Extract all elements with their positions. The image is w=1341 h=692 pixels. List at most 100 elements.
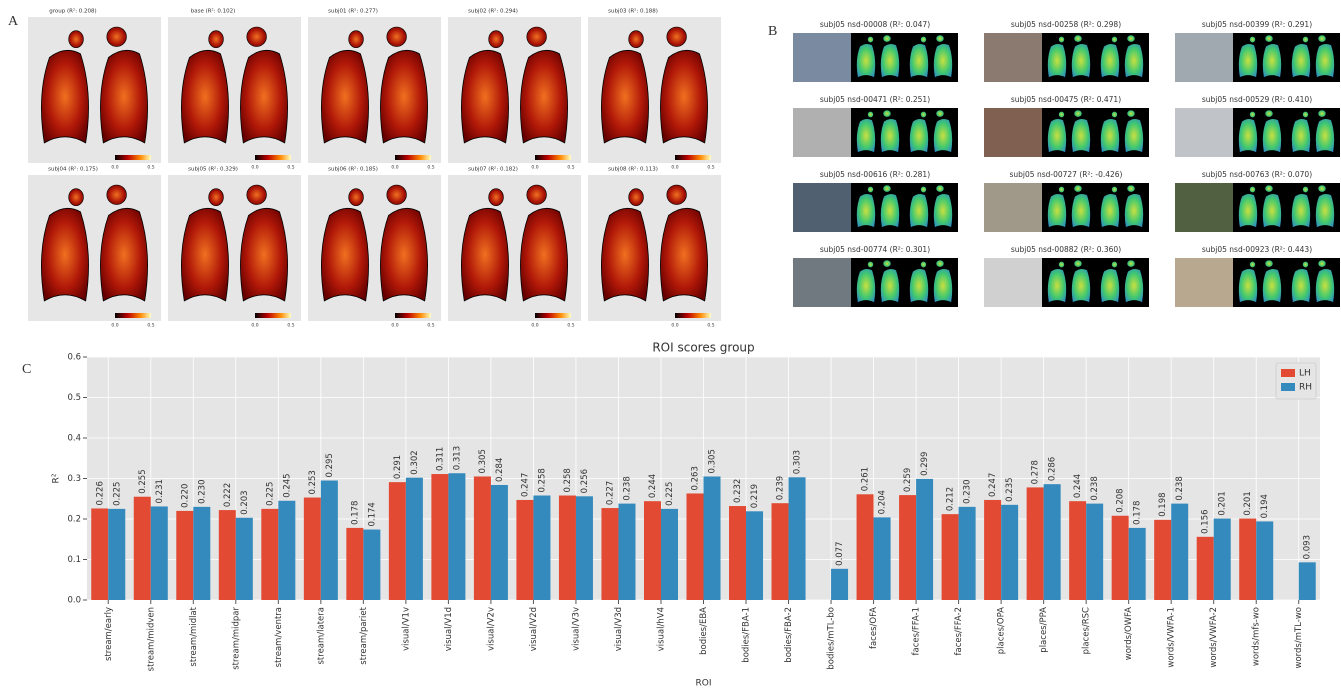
value-label: 0.093	[1303, 535, 1313, 559]
patch	[629, 31, 644, 48]
colorbar	[115, 155, 151, 160]
bar	[363, 530, 380, 600]
value-label: 0.291	[393, 455, 403, 479]
patch	[1250, 261, 1256, 267]
x-tick-label: stream/midpar	[231, 607, 241, 670]
hemisphere	[461, 50, 508, 143]
value-label: 0.247	[988, 473, 998, 497]
value-label: 0.178	[1133, 501, 1143, 525]
hemisphere	[909, 194, 928, 228]
value-label: 0.284	[495, 458, 505, 482]
bar	[304, 498, 321, 600]
bar	[601, 508, 618, 600]
value-label: 0.156	[1201, 509, 1211, 533]
patch	[921, 261, 927, 267]
panel-label: C	[22, 362, 31, 377]
colorbar	[675, 313, 711, 318]
patch	[527, 185, 547, 205]
value-label: 0.303	[793, 450, 803, 474]
image-title: subj05 nsd-00763 (R²: 0.070)	[1202, 170, 1312, 179]
hemisphere	[1047, 194, 1066, 228]
patch	[1112, 111, 1118, 117]
stimulus-image	[1175, 183, 1233, 232]
value-label: 0.244	[648, 474, 658, 498]
hemisphere	[856, 44, 875, 78]
bar	[533, 496, 550, 600]
hemisphere	[1124, 119, 1143, 153]
value-label: 0.174	[367, 502, 377, 526]
x-tick-label: visual/V3v	[571, 607, 581, 651]
hemisphere	[1315, 44, 1334, 78]
value-label: 0.238	[1175, 476, 1185, 500]
x-tick-label: stream/early	[104, 607, 114, 661]
hemisphere	[660, 50, 707, 143]
image-title: subj05 nsd-00923 (R²: 0.443)	[1202, 245, 1312, 254]
patch	[1074, 35, 1082, 42]
hemisphere	[380, 50, 427, 143]
value-label: 0.201	[1218, 491, 1228, 515]
patch	[936, 35, 944, 42]
bar	[746, 511, 763, 600]
bar	[236, 518, 253, 600]
value-label: 0.227	[605, 481, 615, 505]
chart-title: ROI scores group	[652, 341, 754, 355]
hemisphere	[1071, 44, 1090, 78]
value-label: 0.225	[265, 482, 275, 506]
map-title: subj04 (R²: 0.175)	[48, 166, 98, 173]
bar	[193, 507, 210, 600]
patch	[69, 31, 84, 48]
map-title: base (R²: 0.102)	[191, 8, 236, 15]
hemisphere	[1262, 119, 1281, 153]
bar	[857, 494, 874, 600]
x-tick-label: visual/V2d	[529, 607, 539, 651]
hemisphere	[1315, 194, 1334, 228]
y-tick-label: 0.6	[67, 353, 81, 363]
colorbar-tick: 0.5	[287, 165, 294, 171]
patch	[883, 35, 891, 42]
hemisphere	[1100, 44, 1119, 78]
patch	[1265, 35, 1273, 42]
patch	[1250, 36, 1256, 42]
patch	[921, 186, 927, 192]
bar	[1086, 504, 1103, 600]
image-title: subj05 nsd-00258 (R²: 0.298)	[1011, 20, 1121, 29]
patch	[667, 185, 687, 205]
image-title: subj05 nsd-00774 (R²: 0.301)	[820, 245, 930, 254]
hemisphere	[1291, 194, 1310, 228]
colorbar-tick: 0.0	[671, 323, 678, 329]
value-label: 0.198	[1158, 492, 1168, 516]
x-tick-label: words/VWFA-2	[1209, 607, 1219, 668]
colorbar-tick: 0.0	[671, 165, 678, 171]
colorbar	[535, 313, 571, 318]
patch	[936, 110, 944, 117]
image-title: subj05 nsd-00399 (R²: 0.291)	[1202, 20, 1312, 29]
value-label: 0.232	[733, 479, 743, 503]
hemisphere	[520, 50, 567, 143]
bar	[1239, 519, 1256, 600]
hemisphere	[1071, 119, 1090, 153]
patch	[1074, 260, 1082, 267]
colorbar-tick: 0.5	[147, 323, 154, 329]
value-label: 0.238	[1090, 476, 1100, 500]
bar	[644, 501, 661, 600]
bar	[984, 500, 1001, 600]
bar	[899, 495, 916, 600]
patch	[387, 185, 407, 205]
patch	[936, 260, 944, 267]
colorbar-tick: 0.0	[251, 323, 258, 329]
hemisphere	[1124, 269, 1143, 303]
hemisphere	[933, 269, 952, 303]
value-label: 0.225	[665, 482, 675, 506]
value-label: 0.261	[861, 467, 871, 491]
map-title: subj02 (R²: 0.294)	[468, 8, 518, 15]
bar	[516, 500, 533, 600]
hemisphere	[1047, 44, 1066, 78]
patch	[1303, 186, 1309, 192]
patch	[1059, 36, 1065, 42]
patch	[489, 189, 504, 206]
value-label: 0.219	[750, 484, 760, 508]
value-label: 0.208	[1116, 488, 1126, 512]
patch	[1250, 111, 1256, 117]
hemisphere	[1262, 44, 1281, 78]
x-tick-label: faces/OFA	[869, 607, 879, 649]
